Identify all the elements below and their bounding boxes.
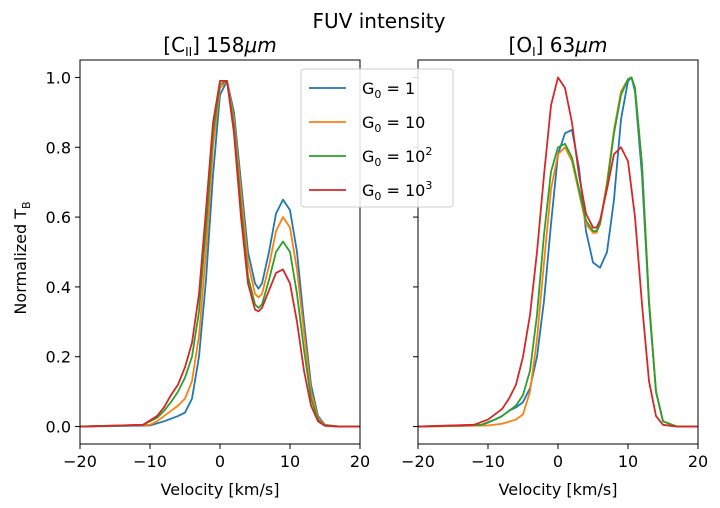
series-line-3 [418,76,698,428]
panel-title-open: [C [163,33,185,57]
legend-base: G [362,181,374,200]
legend-label-0: G0 = 1 [362,79,415,101]
series-line-2 [80,80,360,428]
panel-1: −20 −10 0 10 20 [401,59,708,471]
x-tick-label: 0 [553,452,563,471]
legend-base: G [362,147,374,166]
panel-title-sub: I [532,45,536,59]
legend-box [300,68,454,208]
legend-base: G [362,113,374,132]
legend-sup: 3 [425,179,432,192]
y-tick-label: 0.0 [46,418,71,437]
y-tick-label: 1.0 [46,68,71,87]
x-tick-label: −10 [133,452,167,471]
y-tick-label: 0.4 [46,278,71,297]
series-group [80,80,360,428]
y-tick-label: 0.6 [46,208,71,227]
y-tick-label: 0.8 [46,138,71,157]
y-axis-label-sub: B [20,201,33,209]
x-tick-label: −20 [63,452,97,471]
legend-value: = 1 [381,79,415,98]
series-line-1 [418,76,698,428]
legend-sub: 0 [374,88,381,101]
panel-title-unit: μm [243,33,276,57]
legend-label-2: G0 = 102 [362,145,432,169]
legend-sup: 2 [425,145,432,158]
x-tick-label: 20 [688,452,708,471]
panel-title-close: ] 63 [536,33,576,57]
legend-value: = 10 [381,113,425,132]
x-tick-label: 10 [280,452,300,471]
x-tick-label: −10 [471,452,505,471]
x-axis-label-left: Velocity [km/s] [161,480,280,499]
series-group [418,76,698,428]
x-axis-label-right: Velocity [km/s] [499,480,618,499]
y-axis-label-main: Normalized T [11,209,30,315]
series-line-1 [80,80,360,428]
legend-label-3: G0 = 103 [362,179,432,203]
legend-sub: 0 [374,122,381,135]
x-tick-label: 20 [350,452,370,471]
legend-sub: 0 [374,190,381,203]
legend-value: = 10 [381,147,425,166]
series-line-3 [80,80,360,428]
legend-label-1: G0 = 10 [362,113,425,135]
panel-title-open: [O [509,33,533,57]
panel-title-oi: [OI] 63μm [509,33,608,59]
series-line-2 [418,76,698,428]
panel-0: −20 −10 0 10 20 0.0 0.2 0.4 0.6 0.8 1.0 [46,59,370,471]
panel-title-cii: [CII] 158μm [163,33,276,59]
x-tick-label: −20 [401,452,435,471]
legend-base: G [362,79,374,98]
x-tick-label: 0 [215,452,225,471]
panel-title-unit: μm [574,33,607,57]
legend-sub: 0 [374,156,381,169]
series-line-0 [80,80,360,428]
y-tick-label: 0.2 [46,348,71,367]
x-tick-label: 10 [618,452,638,471]
series-line-0 [418,76,698,428]
plot-area: −20 −10 0 10 200.00.20.40.60.81.0−20 −10 0 10 20 [46,59,708,471]
y-axis-label: Normalized TB [11,201,33,314]
figure-title: FUV intensity [313,9,446,33]
panel-title-close: ] 158 [192,33,244,57]
legend-value: = 10 [381,181,425,200]
panel-title-sub: II [185,45,192,59]
